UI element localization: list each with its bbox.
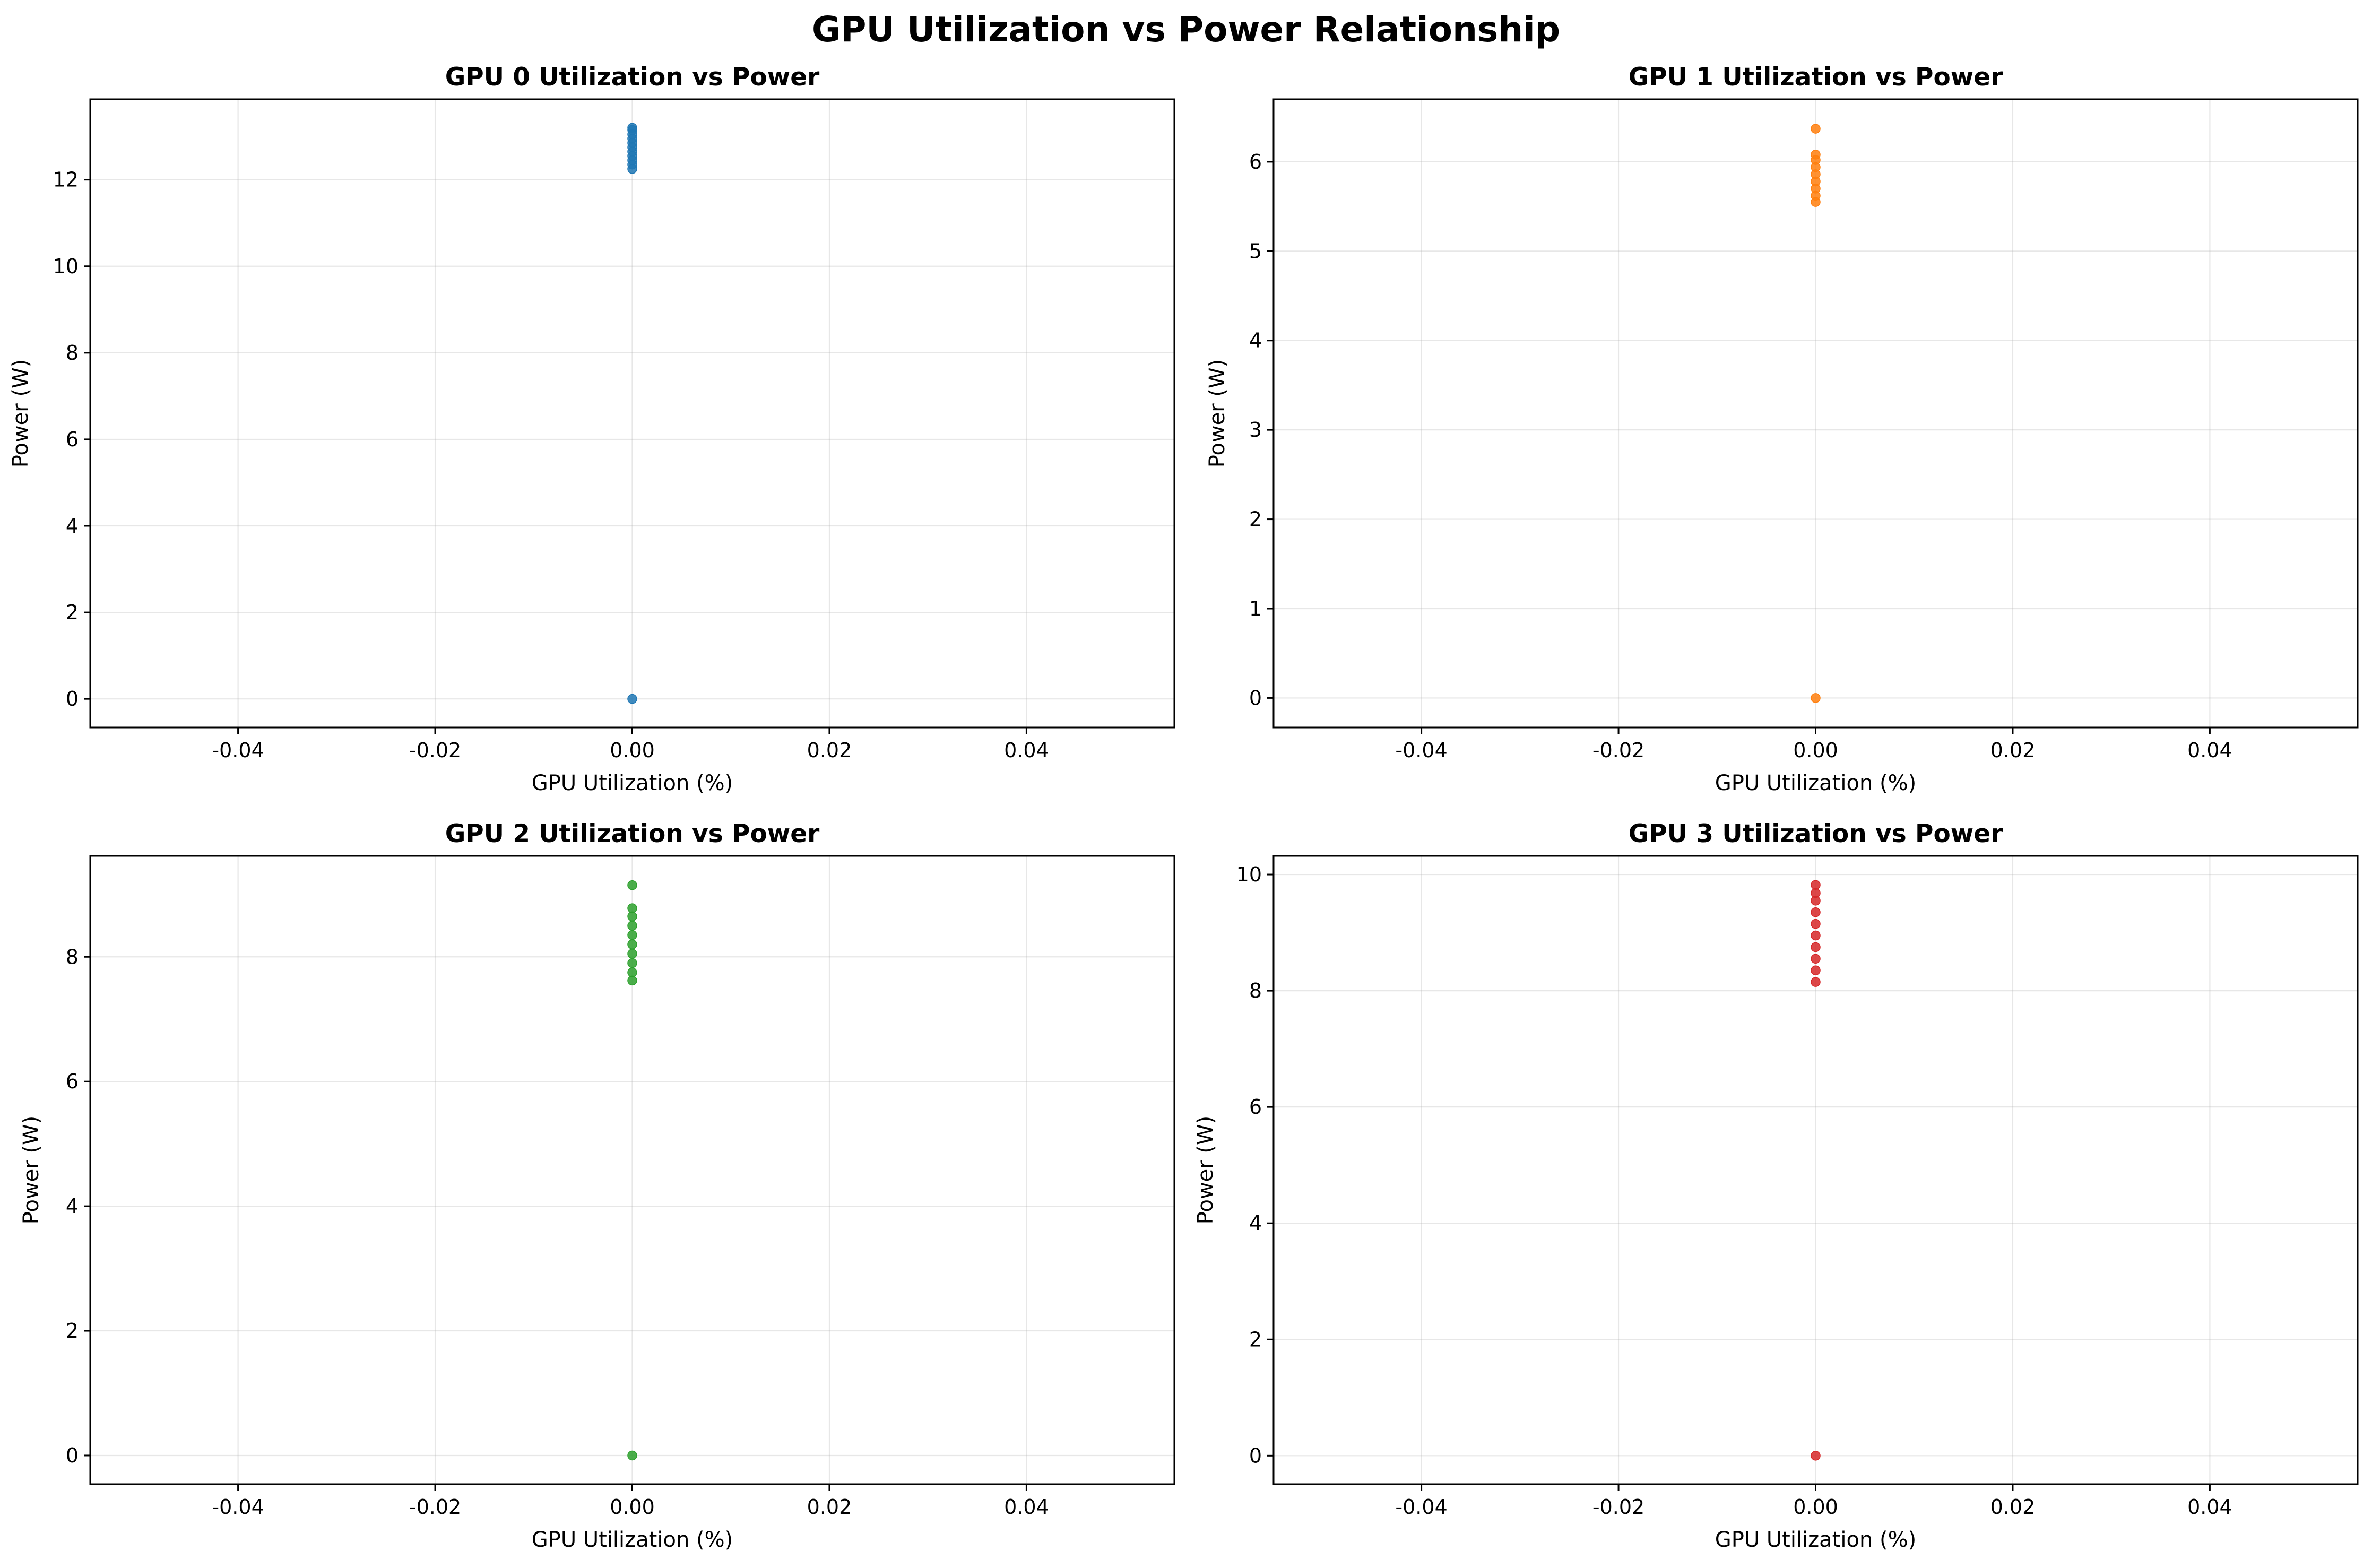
x-tick-label: 0.02: [807, 739, 852, 762]
x-tick-label: -0.02: [409, 1495, 461, 1519]
x-tick-label: -0.02: [409, 739, 461, 762]
y-tick-label: 3: [1249, 418, 1262, 441]
y-tick-label: 4: [1249, 1211, 1262, 1235]
data-point: [1811, 880, 1821, 890]
x-tick-label: 0.04: [2187, 1495, 2232, 1519]
x-tick-label: 0.04: [2187, 739, 2232, 762]
y-tick-label: 1: [1249, 597, 1262, 620]
figure-title: GPU Utilization vs Power Relationship: [812, 9, 1560, 50]
y-tick-label: 6: [66, 428, 79, 451]
data-point: [1811, 1451, 1821, 1461]
data-point: [627, 939, 637, 950]
y-tick-label: 2: [66, 1319, 79, 1342]
x-axis-label: GPU Utilization (%): [532, 771, 733, 795]
subplot-title: GPU 0 Utilization vs Power: [445, 63, 820, 92]
y-tick-label: 2: [66, 601, 79, 624]
plot-frame: [1272, 855, 2359, 1485]
subplot-title: GPU 2 Utilization vs Power: [445, 819, 820, 848]
data-point: [1811, 930, 1821, 941]
data-point: [1811, 907, 1821, 917]
x-tick-label: 0.00: [610, 739, 655, 762]
data-point: [627, 958, 637, 968]
data-point: [627, 880, 637, 890]
data-point: [1811, 150, 1821, 160]
data-point: [627, 975, 637, 986]
x-tick-label: 0.02: [807, 1495, 852, 1519]
y-tick-label: 12: [53, 168, 79, 192]
y-axis-label: Power (W): [1193, 1116, 1218, 1224]
subplot-gpu-1: -0.04 -0.02 0.00 0.02 0.04 0 1 2 3 4 5 6 GPU 1 Utili…: [1205, 63, 2359, 795]
subplot-title: GPU 1 Utilization vs Power: [1629, 63, 2003, 92]
x-tick-label: -0.04: [1395, 1495, 1447, 1519]
y-tick-label: 5: [1249, 239, 1262, 263]
x-tick-label: 0.04: [1004, 739, 1049, 762]
y-tick-label: 2: [1249, 1328, 1262, 1351]
subplot-title: GPU 3 Utilization vs Power: [1629, 819, 2003, 848]
x-tick-label: -0.02: [1592, 739, 1644, 762]
x-axis-label: GPU Utilization (%): [1715, 1528, 1916, 1552]
y-tick-label: 8: [1249, 979, 1262, 1002]
data-point: [627, 123, 637, 133]
subplot-gpu-3: -0.04 -0.02 0.00 0.02 0.04 0 2 4 6 8 10 GPU 3 Utili…: [1193, 819, 2359, 1552]
y-tick-label: 10: [1236, 863, 1262, 886]
x-tick-label: -0.04: [212, 1495, 264, 1519]
x-tick-label: 0.00: [1793, 739, 1838, 762]
data-point: [627, 911, 637, 922]
x-tick-label: 0.02: [1990, 1495, 2036, 1519]
data-point: [627, 694, 637, 704]
data-point: [627, 967, 637, 977]
y-tick-label: 4: [66, 514, 79, 538]
data-point: [1811, 919, 1821, 929]
y-tick-label: 0: [1249, 686, 1262, 709]
data-point: [1811, 977, 1821, 987]
y-tick-label: 6: [66, 1070, 79, 1093]
x-tick-label: -0.04: [1395, 739, 1447, 762]
y-tick-label: 2: [1249, 508, 1262, 531]
x-axis-label: GPU Utilization (%): [532, 1528, 733, 1552]
data-point: [1811, 888, 1821, 898]
x-tick-label: -0.04: [212, 739, 264, 762]
plot-frame: [89, 98, 1175, 729]
data-point: [627, 1450, 637, 1461]
x-tick-label: -0.02: [1592, 1495, 1644, 1519]
data-point: [1811, 954, 1821, 964]
y-tick-label: 4: [1249, 329, 1262, 352]
y-tick-label: 4: [66, 1194, 79, 1218]
data-point: [627, 949, 637, 959]
data-point: [1811, 965, 1821, 976]
x-tick-label: 0.00: [1793, 1495, 1838, 1519]
y-tick-label: 6: [1249, 1095, 1262, 1119]
subplot-gpu-0: -0.04 -0.02 0.00 0.02 0.04 0 2 4 6 8 10 12 GPU 0 Uti…: [8, 63, 1175, 795]
x-tick-label: 0.02: [1990, 739, 2036, 762]
x-tick-label: 0.00: [610, 1495, 655, 1519]
y-tick-label: 0: [66, 687, 79, 711]
y-tick-label: 8: [66, 341, 79, 365]
data-point: [1811, 942, 1821, 952]
subplot-gpu-2: -0.04 -0.02 0.00 0.02 0.04 0 2 4 6 8 GPU 2 Utiliza…: [19, 819, 1175, 1552]
y-axis-label: Power (W): [19, 1116, 44, 1224]
y-tick-label: 6: [1249, 150, 1262, 174]
data-point: [627, 921, 637, 931]
y-tick-label: 0: [66, 1444, 79, 1467]
data-point: [1811, 693, 1821, 703]
y-tick-label: 8: [66, 945, 79, 968]
data-point: [1811, 124, 1821, 134]
y-axis-label: Power (W): [1205, 359, 1230, 467]
y-axis-label: Power (W): [8, 359, 33, 467]
data-point: [627, 930, 637, 940]
data-point: [627, 903, 637, 913]
y-tick-label: 10: [53, 255, 79, 278]
x-axis-label: GPU Utilization (%): [1715, 771, 1916, 795]
x-tick-label: 0.04: [1004, 1495, 1049, 1519]
y-tick-label: 0: [1249, 1444, 1262, 1467]
plot-frame: [89, 855, 1175, 1485]
plot-frame: [1272, 98, 2359, 729]
